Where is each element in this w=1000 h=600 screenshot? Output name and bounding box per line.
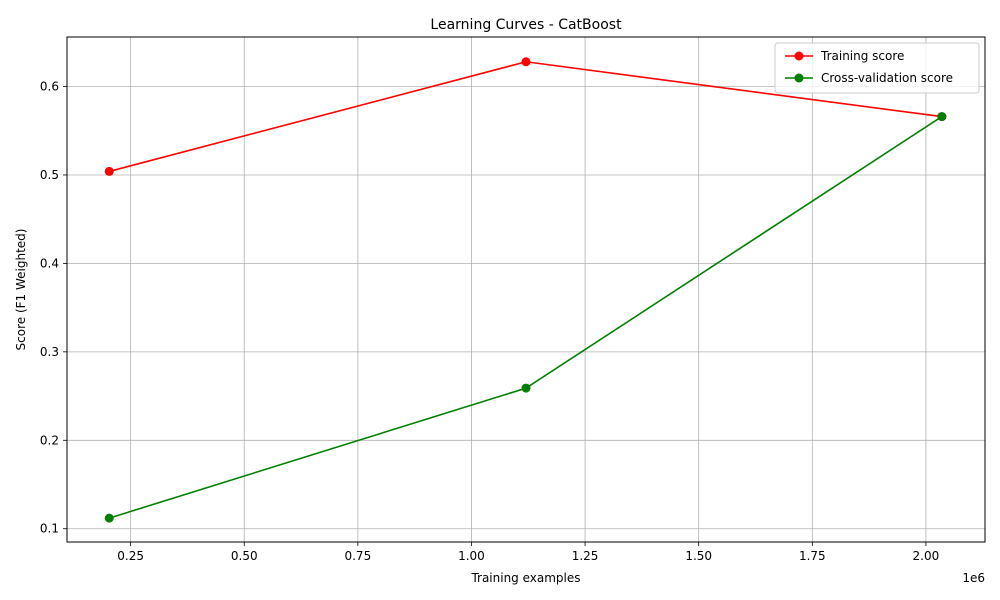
data-point-training xyxy=(104,166,114,176)
x-tick-label: 0.50 xyxy=(231,549,258,563)
x-tick-label: 1.25 xyxy=(572,549,599,563)
legend-label-training: Training score xyxy=(820,49,904,63)
legend: Training score Cross-validation score xyxy=(774,42,980,94)
chart-title: Learning Curves - CatBoost xyxy=(430,17,622,33)
plot-frame xyxy=(66,36,986,543)
data-point-cross-validation xyxy=(104,513,114,523)
series-group xyxy=(104,57,947,523)
x-axis-offset-label: 1e6 xyxy=(962,571,985,585)
y-axis: 0.1 0.2 0.3 0.4 0.5 0.6 xyxy=(40,80,67,536)
legend-marker-cross-validation xyxy=(794,73,804,83)
y-tick-label: 0.4 xyxy=(40,256,59,270)
y-tick-label: 0.5 xyxy=(40,168,59,182)
y-tick-label: 0.2 xyxy=(40,433,59,447)
x-axis-label: Training examples xyxy=(470,571,580,585)
data-point-cross-validation xyxy=(937,112,947,122)
y-tick-label: 0.1 xyxy=(40,522,59,536)
x-tick-label: 0.25 xyxy=(117,549,144,563)
legend-box xyxy=(774,42,980,94)
x-tick-label: 1.75 xyxy=(799,549,826,563)
x-tick-label: 1.00 xyxy=(458,549,485,563)
data-point-training xyxy=(521,57,531,67)
x-axis: 0.25 0.50 0.75 1.00 1.25 1.50 1.75 2.00 xyxy=(117,542,939,563)
plot-background xyxy=(67,37,985,542)
y-axis-label: Score (F1 Weighted) xyxy=(14,229,28,351)
x-tick-label: 1.50 xyxy=(685,549,712,563)
legend-label-cross-validation: Cross-validation score xyxy=(821,71,953,85)
data-point-cross-validation xyxy=(521,383,531,393)
legend-marker-training xyxy=(794,51,804,61)
y-tick-label: 0.3 xyxy=(40,345,59,359)
y-tick-label: 0.6 xyxy=(40,80,59,94)
x-tick-label: 2.00 xyxy=(913,549,940,563)
x-tick-label: 0.75 xyxy=(344,549,371,563)
